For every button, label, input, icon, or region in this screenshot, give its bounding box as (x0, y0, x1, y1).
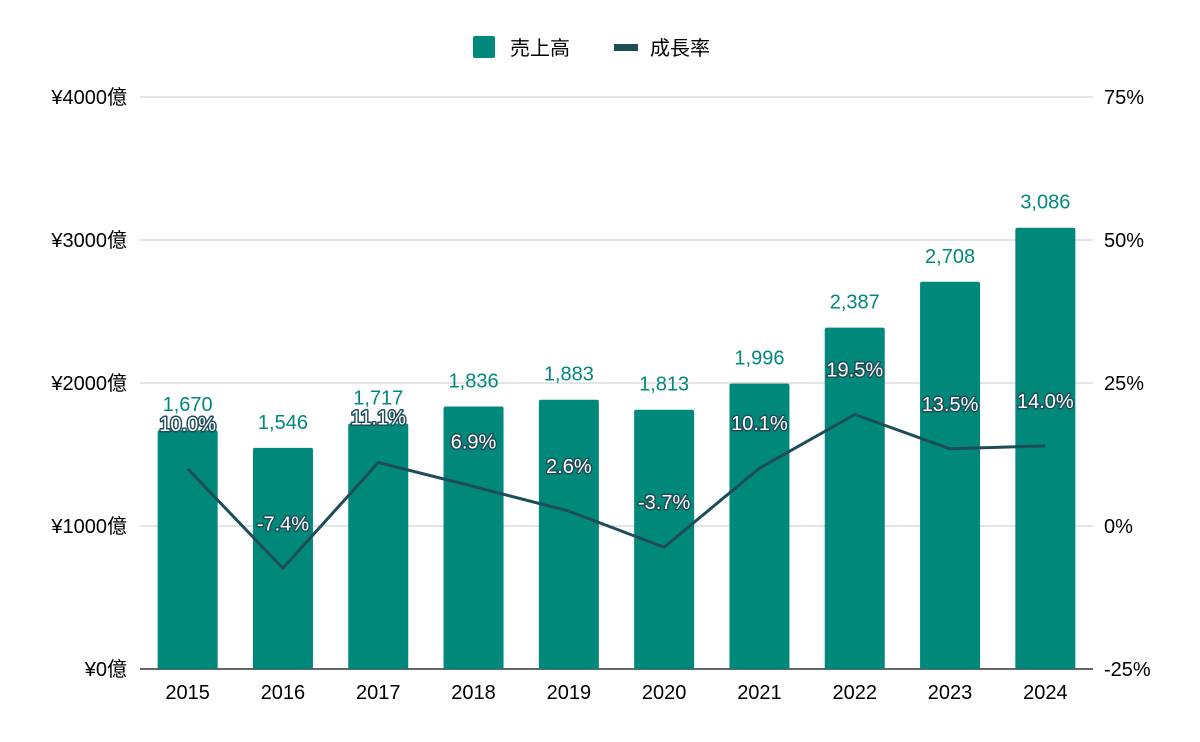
x-tick-label: 2022 (833, 682, 878, 704)
x-tick-label: 2023 (928, 682, 973, 704)
right-tick-label: -25% (1104, 659, 1151, 681)
left-tick-label: ¥1000億 (50, 515, 127, 538)
bar (634, 409, 695, 669)
bar-value-label: 1,883 (544, 364, 594, 386)
bar (1015, 227, 1076, 669)
x-axis-ticks: 2015 2016 2017 2018 2019 2020 2021 2022 2023 2024 (165, 682, 1067, 704)
growth-value-label: 14.0% (1017, 391, 1074, 413)
left-tick-label: ¥0億 (84, 658, 127, 681)
bar-value-label: 1,813 (639, 374, 689, 396)
x-tick-label: 2019 (547, 682, 592, 704)
growth-value-label: 10.1% (731, 413, 788, 435)
bar-value-label: 2,708 (925, 246, 975, 268)
growth-value-label: 2.6% (546, 456, 592, 478)
growth-value-labels: 10.0% -7.4% 11.1% 6.9% 2.6% -3.7% 10.1% 19.5% 13… (158, 358, 1076, 537)
bar (348, 423, 409, 669)
growth-value-label: -7.4% (257, 513, 309, 535)
bar (157, 430, 218, 669)
bar-value-label: 3,086 (1020, 192, 1070, 214)
bar (920, 281, 981, 669)
growth-value-label: 13.5% (922, 394, 979, 416)
growth-line (186, 413, 1046, 570)
bar-value-label: 1,670 (163, 394, 213, 416)
x-tick-label: 2020 (642, 682, 687, 704)
bar (824, 327, 885, 669)
bar-value-label: 1,996 (734, 348, 784, 370)
bar (538, 399, 599, 669)
legend: 売上高 成長率 (473, 36, 710, 60)
bar-value-label: 1,546 (258, 412, 308, 434)
left-tick-label: ¥2000億 (50, 372, 127, 395)
right-tick-label: 0% (1104, 516, 1133, 538)
legend-swatch-growth (614, 44, 638, 51)
bar-value-labels: 1,670 1,546 1,717 1,836 1,883 1,813 1,996 2,387… (163, 192, 1071, 434)
right-tick-label: 50% (1104, 230, 1144, 252)
x-tick-label: 2017 (356, 682, 401, 704)
growth-value-label: 11.1% (351, 408, 406, 430)
bar-value-label: 1,717 (353, 387, 403, 409)
bar (252, 447, 313, 669)
x-tick-label: 2021 (737, 682, 782, 704)
legend-swatch-sales (473, 36, 495, 58)
x-tick-label: 2024 (1023, 682, 1068, 704)
x-tick-label: 2015 (165, 682, 210, 704)
growth-value-label: -3.7% (638, 492, 690, 514)
x-tick-label: 2016 (261, 682, 306, 704)
x-tick-label: 2018 (451, 682, 496, 704)
bar (729, 383, 790, 669)
bar-value-label: 2,387 (830, 292, 880, 314)
legend-label-growth: 成長率 (650, 37, 710, 60)
left-axis-ticks: ¥0億 ¥1000億 ¥2000億 ¥3000億 ¥4000億 (50, 86, 127, 681)
left-tick-label: ¥3000億 (50, 229, 127, 252)
bar-series (157, 227, 1076, 669)
growth-value-label: 10.0% (159, 414, 216, 436)
bar (443, 406, 504, 669)
right-tick-label: 75% (1104, 87, 1144, 109)
left-tick-label: ¥4000億 (50, 86, 127, 109)
growth-value-label: 6.9% (451, 432, 497, 454)
right-tick-label: 25% (1104, 373, 1144, 395)
legend-label-sales: 売上高 (510, 37, 570, 60)
right-axis-ticks: -25% 0% 25% 50% 75% (1104, 87, 1151, 681)
bar-value-label: 1,836 (449, 370, 499, 392)
growth-value-label: 19.5% (826, 359, 883, 381)
